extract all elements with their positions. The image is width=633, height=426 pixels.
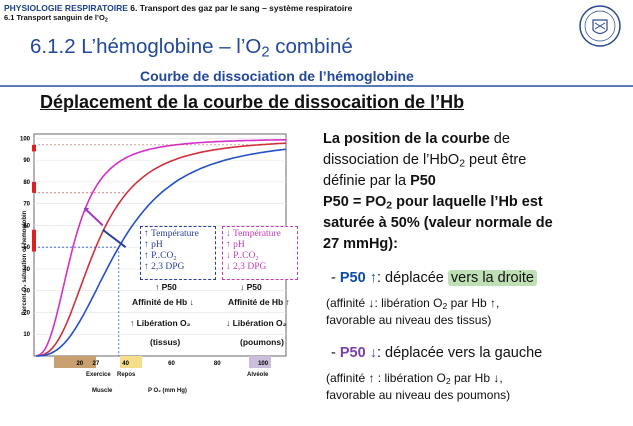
- xband-repos: Repos: [117, 372, 136, 378]
- y-tick-label: 80: [23, 180, 30, 186]
- x-tick-label: 40: [122, 361, 129, 367]
- shift-arrow-head: [84, 208, 90, 212]
- box-right-line: ↑ Température: [144, 229, 199, 239]
- aff-right-3: (tissus): [150, 337, 181, 347]
- x-tick-label: 27: [93, 361, 100, 367]
- right-shift-note-1: (affinité ↓: libération O2 par Hb ↑,: [326, 296, 500, 312]
- breadcrumb: PHYSIOLOGIE RESPIRATOIRE 6. Transport de…: [4, 3, 352, 13]
- xband-alveole: Alvéole: [247, 372, 269, 378]
- alveole-band: [249, 356, 271, 368]
- y-axis-label: Percent O₂ saturation of hemoglobin: [22, 210, 28, 316]
- shift-arrow: [83, 207, 104, 227]
- left-shift-note-2: favorable au niveau des poumons): [326, 388, 511, 402]
- right-shift-note-2: favorable au niveau des tissus): [326, 313, 492, 327]
- x-tick-label: 60: [168, 361, 175, 367]
- xband-exercise: Exercice: [86, 372, 111, 378]
- saturation-marker: [32, 144, 36, 152]
- y-tick-label: 30: [23, 289, 30, 295]
- box-left-line: ↑ pH: [226, 240, 245, 250]
- slide-subtitle: Courbe de dissociation de l’hémoglobine: [140, 68, 414, 84]
- y-tick-label: 10: [23, 332, 30, 338]
- box-left-line: ↓ 2,3 DPG: [226, 262, 267, 272]
- dissociation-curve: [36, 142, 287, 357]
- dissociation-curve: [36, 148, 287, 357]
- y-tick-label: 50: [23, 245, 30, 251]
- slide-title: 6.1.2 L’hémoglobine – l’O2 combiné: [30, 35, 353, 61]
- saturation-marker: [32, 181, 36, 193]
- p50-left-label: ↓ P50: [240, 282, 262, 292]
- red-markers: [32, 144, 264, 356]
- xband-muscle: Muscle: [92, 388, 113, 394]
- aff-right-2: ↑ Libération O₂: [130, 318, 191, 328]
- box-left-line: ↓ P..CO₂: [226, 251, 259, 261]
- exercise-band: [54, 356, 96, 368]
- shift-arrow: [102, 228, 127, 248]
- saturation-marker: [32, 229, 36, 252]
- box-right-line: ↑ 2,3 DPG: [144, 262, 185, 272]
- rest-band: [120, 356, 142, 368]
- box-left-line: ↓ Température: [226, 229, 281, 239]
- left-shift-box: ↓ Température ↑ pH ↓ P..CO₂ ↓ 2,3 DPG: [222, 226, 298, 280]
- breadcrumb-section: 6.1 Transport sanguin de l’O2: [4, 13, 108, 24]
- aff-left-3: (poumons): [240, 337, 284, 347]
- breadcrumb-chapter: 6. Transport des gaz par le sang – systè…: [130, 3, 353, 13]
- x-tick-label: 100: [258, 361, 269, 367]
- breadcrumb-course: PHYSIOLOGIE RESPIRATOIRE: [4, 3, 128, 13]
- intro-line-2: dissociation de l’HbO2 peut être: [323, 152, 527, 170]
- y-tick-label: 40: [23, 267, 30, 273]
- box-right-line: ↑ pH: [144, 240, 163, 250]
- university-seal-icon: [579, 5, 621, 47]
- curves: [36, 139, 287, 357]
- x-tick-label: 20: [76, 361, 83, 367]
- intro-line-6: 27 mmHg):: [323, 236, 398, 252]
- intro-line-5: saturée à 50% (valeur normale de: [323, 215, 553, 231]
- left-shift-note-1: (affinité ↑ : libération O2 par Hb ↓,: [326, 371, 503, 387]
- p50-right-label: ↑ P50: [155, 282, 177, 292]
- x-axis-label: P O₂ (mm Hg): [148, 388, 187, 394]
- main-title: Déplacement de la courbe de dissocaition…: [40, 92, 465, 112]
- dissociation-curve: [36, 139, 286, 357]
- aff-right-1: Affinité de Hb ↓: [132, 297, 194, 307]
- x-tick-label: 80: [214, 361, 221, 367]
- box-right-line: ↑ P..CO₂: [144, 251, 177, 261]
- divider: [0, 85, 633, 87]
- right-shift-line: - P50 ↑: déplacée vers la droite: [331, 268, 537, 289]
- y-tick-label: 100: [20, 136, 31, 142]
- intro-line-1: La position de la courbe de: [323, 131, 510, 147]
- intro-line-4: P50 = PO2 pour laquelle l’Hb est: [323, 194, 543, 212]
- x-axis-ticks: 20 27 40 60 80 100: [76, 361, 268, 367]
- y-tick-label: 20: [23, 310, 30, 316]
- y-axis-ticks: 100 90 80 70 60 50 40 30 20 10: [20, 136, 31, 338]
- aff-left-2: ↓ Libération O₂: [226, 318, 287, 328]
- aff-left-1: Affinité de Hb ↑: [228, 297, 290, 307]
- y-tick-label: 60: [23, 223, 30, 229]
- y-tick-label: 70: [23, 202, 30, 208]
- intro-line-3: définie par la P50: [323, 173, 436, 189]
- left-shift-line: - P50 ↓: déplacée vers la gauche: [331, 345, 543, 361]
- y-tick-label: 90: [23, 158, 30, 164]
- right-shift-box: ↑ Température ↑ pH ↑ P..CO₂ ↑ 2,3 DPG: [140, 226, 216, 280]
